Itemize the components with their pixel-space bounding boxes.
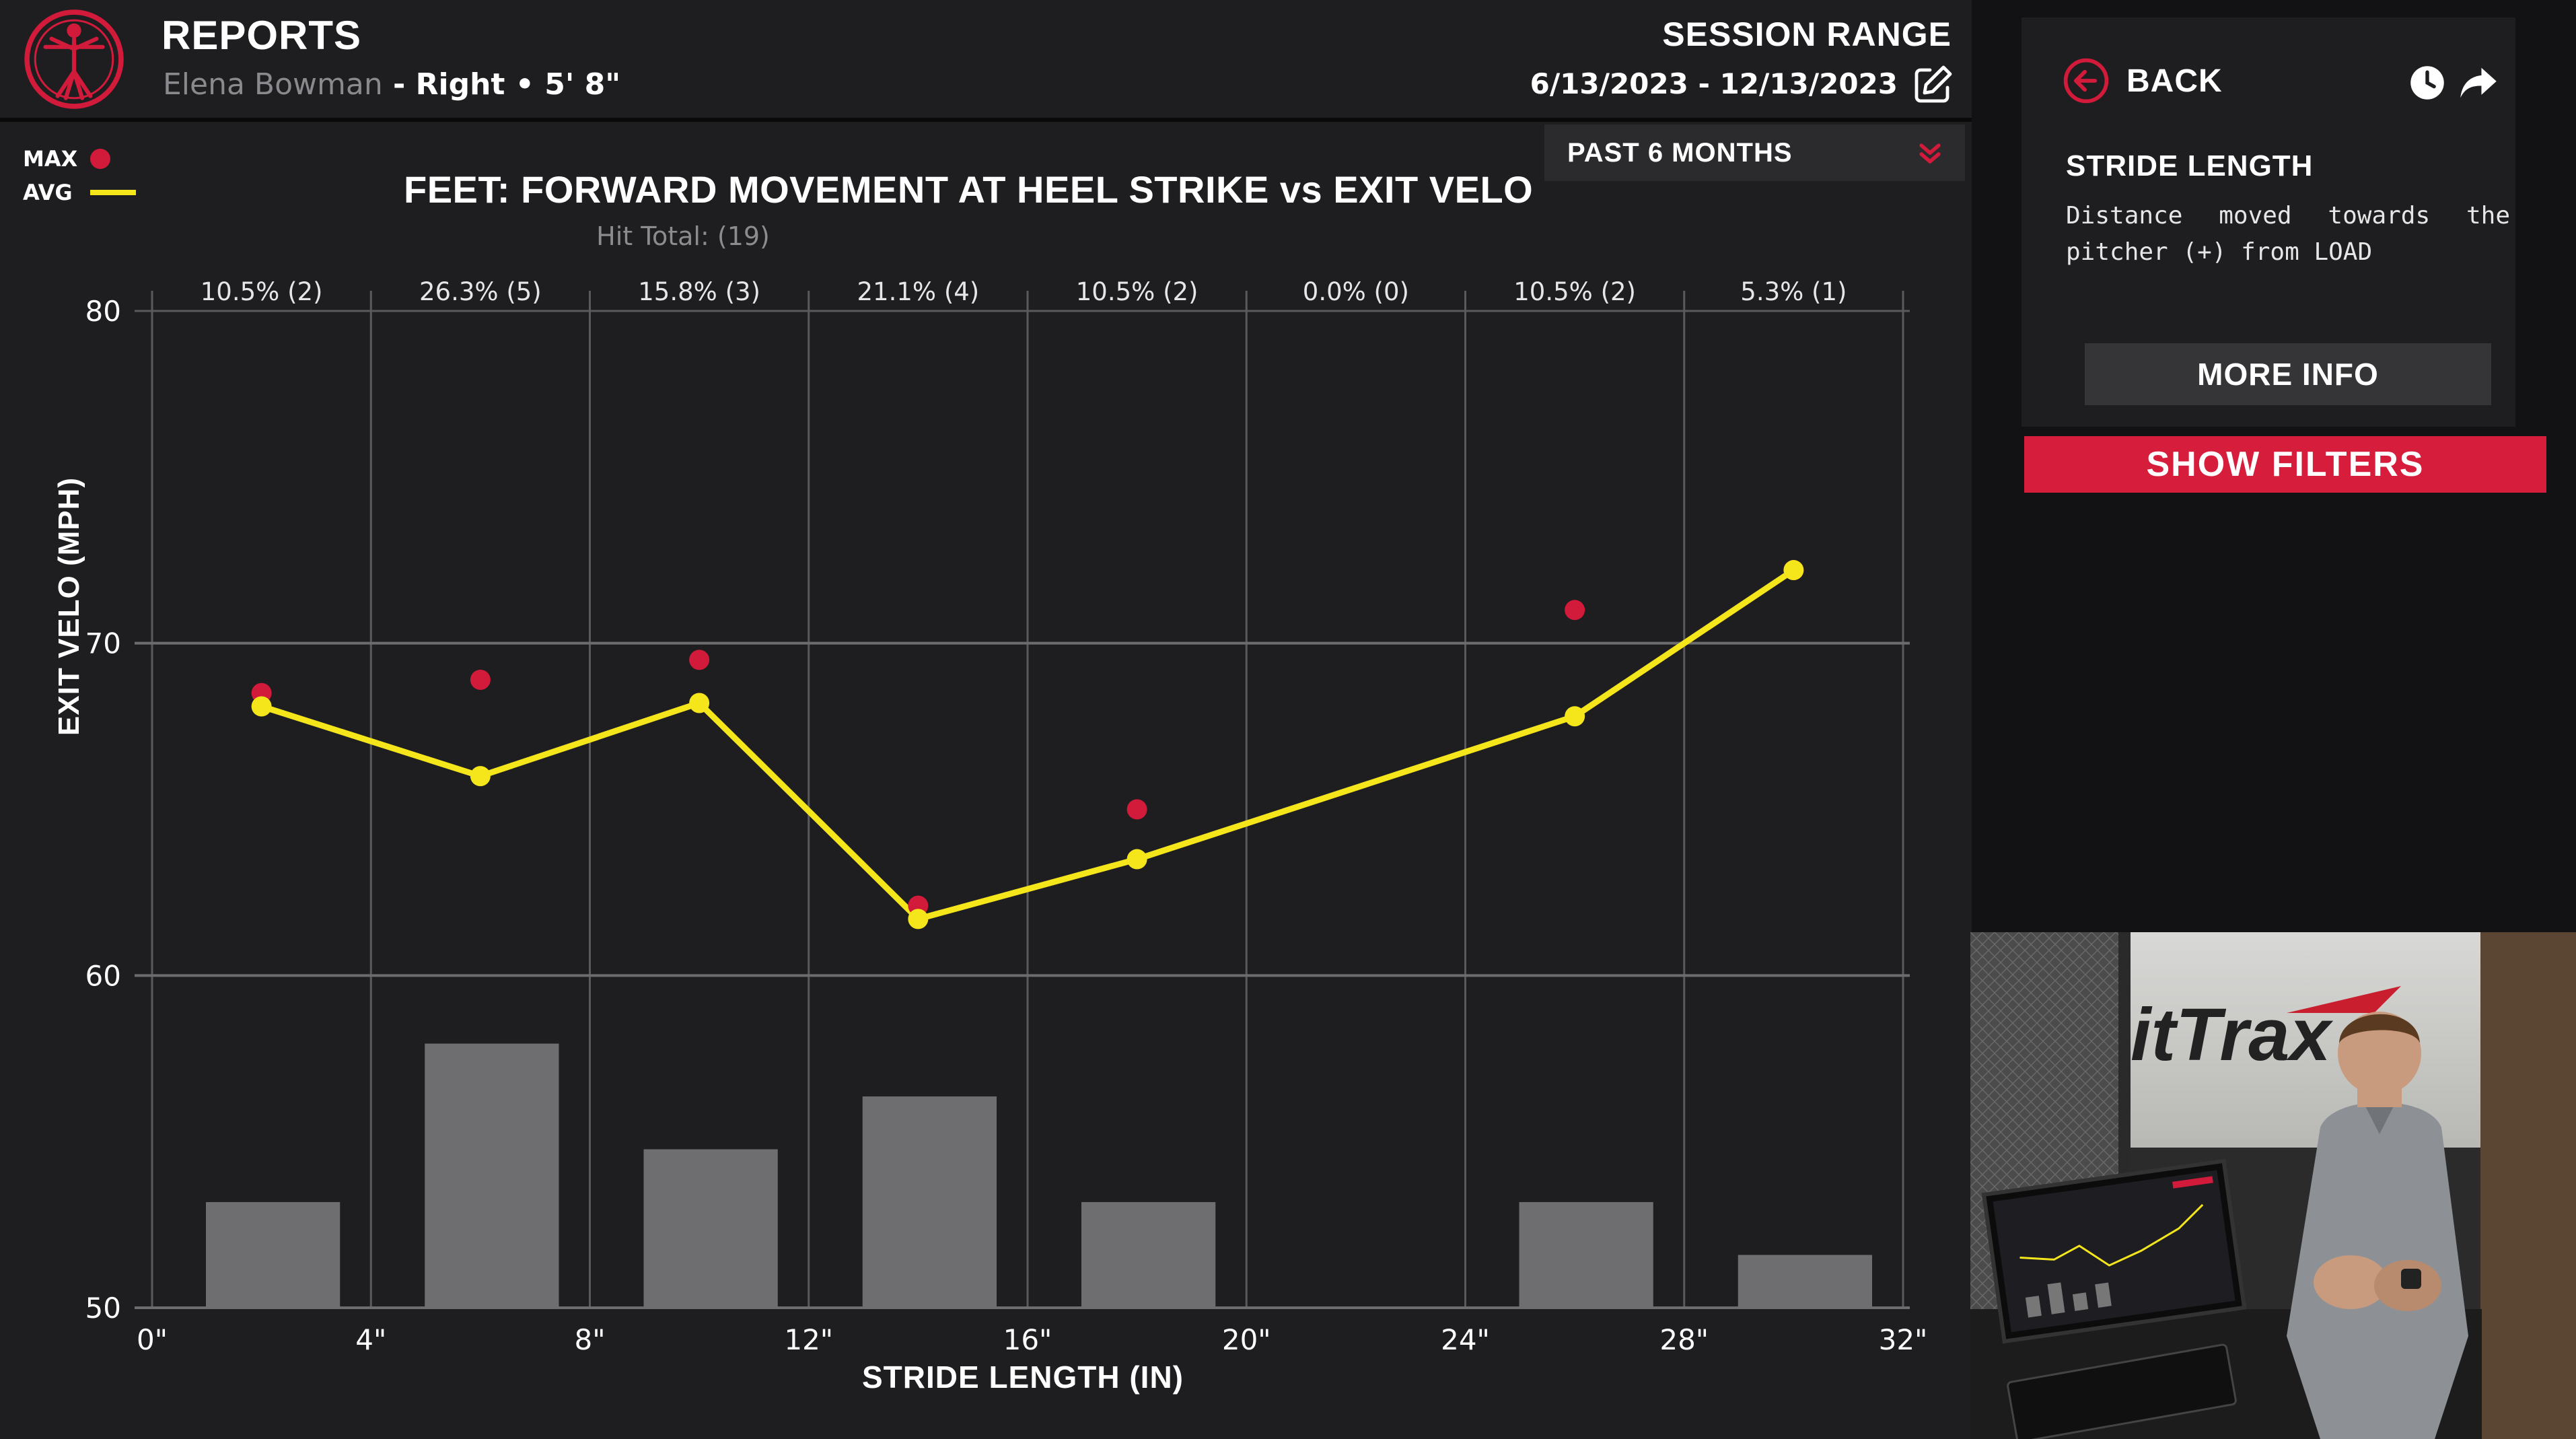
distribution-bars — [206, 1043, 1872, 1308]
bin-percent-label: 5.3% (1) — [1740, 277, 1847, 306]
x-tick-label: 8" — [574, 1323, 605, 1356]
video-brand-text: itTrax — [2131, 993, 2333, 1076]
distribution-bar — [862, 1096, 997, 1308]
edit-icon[interactable] — [1911, 63, 1954, 106]
x-tick-label: 20" — [1222, 1323, 1271, 1356]
avg-data-point — [1783, 560, 1804, 581]
video-presenter — [2287, 1012, 2468, 1439]
max-data-point — [1126, 799, 1147, 820]
y-tick-label: 50 — [85, 1292, 121, 1325]
session-range-label: SESSION RANGE — [1662, 15, 1952, 53]
avg-series-points — [251, 560, 1804, 929]
x-tick-label: 32" — [1879, 1323, 1928, 1356]
avg-data-point — [1565, 706, 1585, 727]
legend-avg-label: AVG — [23, 180, 73, 205]
clock-icon[interactable] — [2409, 65, 2445, 101]
vitruvian-figure-logo — [24, 9, 124, 109]
x-tick-label: 12" — [784, 1323, 833, 1356]
bin-percent-label: 15.8% (3) — [638, 277, 760, 306]
avg-data-point — [1126, 849, 1147, 870]
distribution-bar — [425, 1043, 559, 1308]
chart-title: FEET: FORWARD MOVEMENT AT HEEL STRIKE vs… — [404, 168, 1534, 211]
athlete-name: Elena Bowman — [163, 67, 383, 102]
video-monitor — [1981, 1158, 2247, 1344]
distribution-bar — [1519, 1202, 1653, 1308]
session-range-dates[interactable]: 6/13/2023 - 12/13/2023 — [1530, 67, 1898, 100]
exit-velo-chart: 80 70 60 50 0" 4" 8" 12" 16" 20" 24" 28" 32" 10.5% … — [85, 277, 1928, 1356]
avg-data-point — [689, 693, 710, 713]
bin-percent-label: 10.5% (2) — [201, 277, 323, 306]
show-filters-button[interactable]: SHOW FILTERS — [2024, 436, 2546, 493]
x-tick-label: 24" — [1441, 1323, 1490, 1356]
chart-subtitle: Hit Total: (19) — [596, 221, 770, 251]
bin-percent-label: 10.5% (2) — [1076, 277, 1198, 306]
double-chevron-down-icon — [1919, 143, 1941, 164]
share-arrow-icon[interactable] — [2459, 65, 2498, 101]
distribution-bar — [1738, 1255, 1872, 1308]
bin-percent-label: 26.3% (5) — [419, 277, 542, 306]
max-data-point — [1565, 600, 1585, 621]
legend-max-marker — [90, 149, 110, 169]
x-axis-label: STRIDE LENGTH (IN) — [862, 1360, 1184, 1395]
report-header: REPORTS Elena Bowman - Right • 5' 8" SES… — [0, 0, 1972, 122]
y-axis-ticks: 80 70 60 50 — [85, 295, 121, 1325]
page-title: REPORTS — [162, 13, 362, 58]
bin-percent-label: 10.5% (2) — [1513, 277, 1636, 306]
x-tick-label: 0" — [137, 1323, 168, 1356]
athlete-info: Elena Bowman - Right • 5' 8" — [163, 67, 620, 102]
legend-avg-marker — [90, 190, 136, 195]
x-tick-label: 28" — [1659, 1323, 1709, 1356]
legend-avg: AVG — [23, 176, 136, 209]
y-tick-label: 60 — [85, 959, 121, 992]
more-info-button[interactable]: MORE INFO — [2085, 343, 2491, 405]
max-data-point — [689, 650, 710, 670]
bin-percent-label: 0.0% (0) — [1303, 277, 1409, 306]
presenter-video-inset: itTrax — [1970, 932, 2576, 1439]
distribution-bar — [206, 1202, 341, 1308]
avg-data-point — [470, 766, 491, 787]
x-tick-label: 16" — [1003, 1323, 1052, 1356]
athlete-details: - Right • 5' 8" — [382, 67, 621, 102]
y-tick-label: 70 — [85, 627, 121, 660]
chart-legend: MAX AVG — [23, 142, 136, 209]
distribution-bar — [1081, 1202, 1216, 1308]
period-dropdown-value: PAST 6 MONTHS — [1567, 137, 1793, 168]
y-tick-label: 80 — [85, 295, 121, 328]
presenter-video-frame: itTrax — [1970, 932, 2576, 1439]
back-button[interactable]: BACK — [2061, 55, 2223, 106]
metric-info-card: BACK STRIDE LENGTH Distance moved toward… — [2022, 17, 2515, 427]
avg-data-point — [908, 909, 929, 929]
chart-panel: 80 70 60 50 0" 4" 8" 12" 16" 20" 24" 28" 32" 10.5% … — [0, 122, 1972, 1439]
distribution-bar — [643, 1149, 778, 1308]
metric-name: STRIDE LENGTH — [2066, 149, 2314, 182]
bin-percent-labels: 10.5% (2) 26.3% (5) 15.8% (3) 21.1% (4) 10.5… — [201, 277, 1847, 306]
chart-grid — [135, 291, 1910, 1309]
max-data-point — [470, 669, 491, 690]
period-dropdown[interactable]: PAST 6 MONTHS — [1544, 125, 1965, 181]
back-label: BACK — [2126, 63, 2223, 99]
legend-max-label: MAX — [23, 146, 78, 172]
metric-description: Distance moved towards the pitcher (+) f… — [2066, 202, 2510, 266]
bin-percent-label: 21.1% (4) — [857, 277, 980, 306]
y-axis-label: EXIT VELO (MPH) — [52, 477, 85, 736]
legend-max: MAX — [23, 142, 136, 176]
x-axis-ticks: 0" 4" 8" 12" 16" 20" 24" 28" 32" — [137, 1323, 1927, 1356]
avg-data-point — [251, 696, 272, 717]
right-sidebar: BACK STRIDE LENGTH Distance moved toward… — [1980, 0, 2576, 932]
circle-arrow-left-icon — [2063, 58, 2109, 104]
x-tick-label: 4" — [355, 1323, 386, 1356]
